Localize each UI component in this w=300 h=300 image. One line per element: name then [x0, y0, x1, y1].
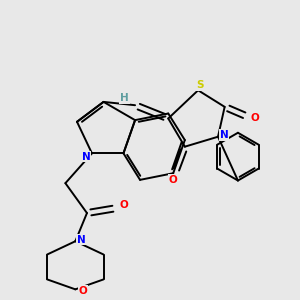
Text: N: N: [82, 152, 90, 162]
Text: O: O: [78, 286, 87, 296]
Text: N: N: [77, 235, 86, 244]
Text: S: S: [196, 80, 203, 90]
Text: O: O: [251, 113, 260, 124]
Text: N: N: [220, 130, 228, 140]
Text: H: H: [120, 93, 129, 103]
Text: O: O: [169, 175, 178, 185]
Text: O: O: [120, 200, 128, 210]
